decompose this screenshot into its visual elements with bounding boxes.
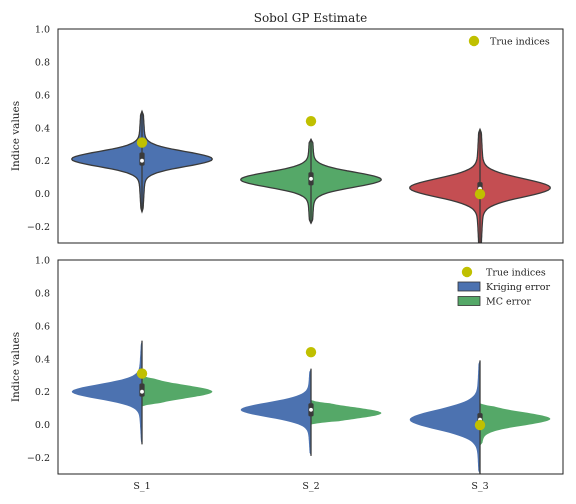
y-tick-label: 0.8	[35, 288, 50, 299]
x-tick-label-s-1: S_1	[133, 481, 150, 492]
true-index-marker-s-3	[474, 419, 486, 431]
median-dot-s-2	[309, 407, 313, 412]
violin-kriging-error-s-3	[409, 360, 480, 474]
legend-label-true-indices: True indices	[486, 268, 546, 279]
violin-mc-error-s-2	[311, 399, 382, 425]
legend: True indices	[468, 35, 550, 48]
legend-marker-true-indices	[468, 35, 480, 47]
true-index-marker-s-3	[474, 188, 486, 200]
x-tick-label-s-2: S_2	[302, 481, 319, 492]
true-index-marker-s-2	[305, 346, 317, 358]
plot-frame	[57, 28, 564, 244]
y-tick-label: −0.2	[27, 453, 50, 464]
y-axis-label: Indice values	[10, 332, 22, 402]
legend-label-kriging-error: Kriging error	[486, 282, 550, 293]
y-tick-label: 1.0	[35, 256, 50, 267]
legend: True indices Kriging error MC error	[457, 266, 550, 308]
legend-patch-kriging-error	[457, 281, 481, 292]
chart-title: Sobol GP Estimate	[254, 11, 368, 25]
median-dot-s-1	[140, 158, 144, 163]
violin-mc-error-s-3	[480, 403, 551, 446]
y-axis-label: Indice values	[10, 101, 22, 171]
legend-patch-mc-error	[457, 296, 481, 306]
y-tick-label: 0.6	[35, 90, 50, 101]
y-tick-label: 1.0	[35, 25, 50, 36]
true-index-marker-s-1	[136, 368, 148, 379]
x-tick-label-s-3: S_3	[471, 481, 488, 492]
y-tick-label: 0.4	[35, 123, 50, 134]
top-panel-sobol-gp-estimate: −0.2 0.0 0.2 0.4 0.6 0.8 1.0 Indice values Sobol…	[10, 11, 564, 244]
legend-label-mc-error: MC error	[486, 297, 531, 308]
y-tick-label: −0.2	[27, 222, 50, 233]
y-tick-label: 0.2	[35, 156, 50, 167]
median-dot-s-2	[309, 176, 313, 181]
y-tick-label: 0.8	[35, 57, 50, 68]
true-index-marker-s-1	[136, 137, 148, 148]
legend-marker-true-indices	[461, 266, 473, 278]
bottom-panel-split-errors: −0.2 0.0 0.2 0.4 0.6 0.8 1.0 S_1 S_2 S_3 Indice va…	[10, 256, 564, 492]
violin-kriging-error-s-2	[240, 368, 311, 456]
y-tick-label: 0.4	[35, 354, 50, 365]
plot-frame	[57, 259, 564, 475]
true-index-marker-s-2	[305, 115, 317, 127]
y-tick-label: 0.2	[35, 387, 50, 398]
y-tick-label: 0.0	[35, 189, 50, 200]
y-tick-label: 0.6	[35, 321, 50, 332]
legend-label-true-indices: True indices	[490, 37, 550, 48]
median-dot-s-1	[140, 389, 144, 394]
violin-kriging-error-s-1	[71, 340, 142, 445]
violin-mc-error-s-1	[142, 375, 213, 407]
y-tick-label: 0.0	[35, 420, 50, 431]
